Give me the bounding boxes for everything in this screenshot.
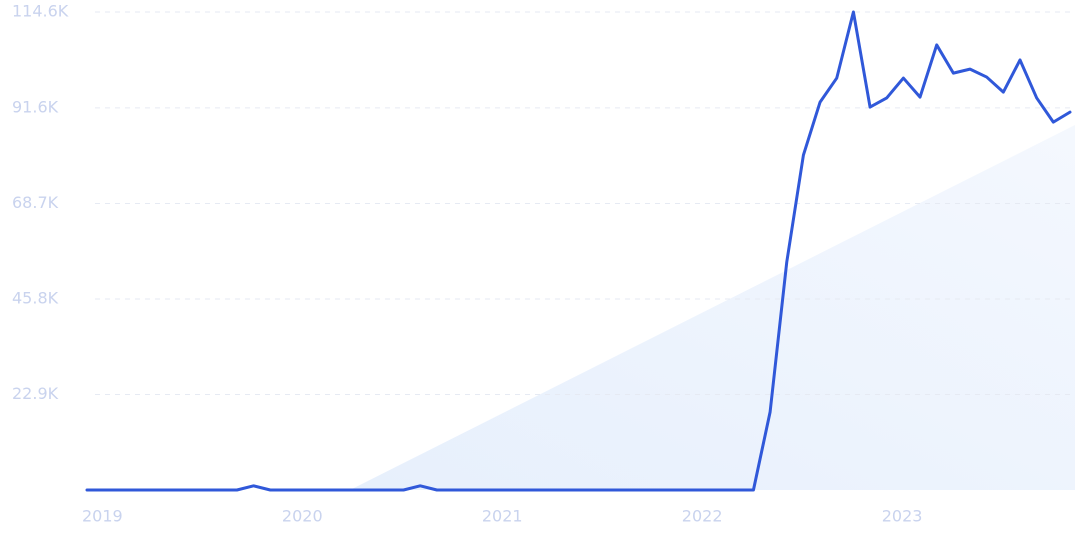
y-tick-label: 91.6K — [12, 97, 59, 116]
y-tick-label: 22.9K — [12, 384, 59, 403]
x-tick-label: 2023 — [882, 507, 923, 526]
y-tick-label: 45.8K — [12, 288, 59, 307]
x-tick-label: 2019 — [82, 507, 123, 526]
x-tick-label: 2021 — [482, 507, 523, 526]
x-tick-label: 2022 — [682, 507, 723, 526]
y-tick-label: 114.6K — [12, 2, 69, 21]
y-tick-label: 68.7K — [12, 193, 59, 212]
trend-shade — [350, 125, 1075, 490]
trend-line — [85, 10, 1072, 492]
x-tick-label: 2020 — [282, 507, 323, 526]
